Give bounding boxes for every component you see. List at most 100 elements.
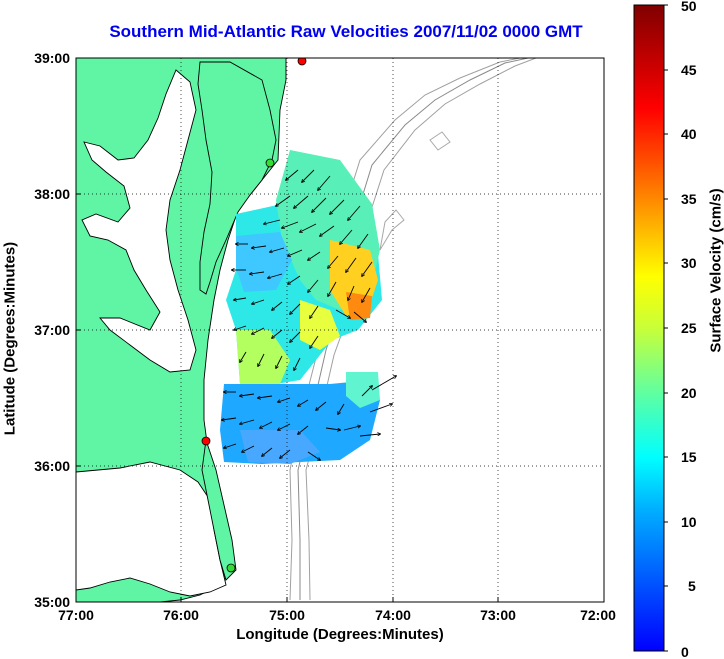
colorbar-tick-label: 5 [688, 578, 696, 594]
velocity-arrow [282, 221, 299, 228]
velocity-arrow [369, 404, 392, 413]
colorbar-ticks [664, 4, 668, 652]
velocity-arrow [224, 443, 237, 448]
velocity-arrow [310, 305, 319, 318]
velocity-arrow [264, 219, 281, 224]
colorbar-tick-label: 25 [681, 320, 697, 336]
velocity-arrow [276, 195, 291, 206]
velocity-arrow [240, 393, 255, 396]
station-marker [265, 158, 275, 168]
velocity-arrow [298, 425, 309, 434]
x-tick-label: 72:00 [580, 607, 616, 623]
station-marker [226, 563, 236, 573]
velocity-arrow [288, 249, 303, 256]
velocity-arrow [310, 335, 319, 348]
x-tick-label: 77:00 [58, 607, 94, 623]
velocity-arrow [308, 279, 319, 292]
velocity-arrow [325, 427, 340, 430]
velocity-arrow [286, 169, 299, 180]
bathymetry-contour [429, 131, 451, 151]
velocity-arrow [252, 299, 265, 304]
velocity-arrow [278, 397, 291, 402]
velocity-arrow [335, 309, 350, 318]
colorbar-tick-label: 35 [681, 191, 697, 207]
colorbar-tick-label: 30 [681, 255, 697, 271]
colorbar-tick-label: 40 [681, 126, 697, 142]
x-tick-label: 73:00 [480, 607, 516, 623]
chesapeake-bay [81, 69, 197, 373]
velocity-arrow [320, 225, 335, 236]
velocity-arrow [240, 419, 255, 424]
velocity-arrow [371, 376, 396, 391]
velocity-arrow [288, 275, 301, 284]
x-ticks [75, 597, 605, 602]
chart-title: Southern Mid-Atlantic Raw Velocities 200… [109, 22, 583, 41]
velocity-arrows [222, 169, 396, 460]
delmarva-peninsula [197, 61, 277, 295]
velocity-arrow [353, 311, 366, 322]
velocity-patch [346, 292, 372, 320]
velocity-arrow [308, 251, 321, 260]
velocity-arrow [330, 199, 345, 214]
x-tick-labels: 77:00 76:00 75:00 74:00 73:00 72:00 [58, 607, 616, 623]
colorbar-tick-label: 20 [681, 385, 697, 401]
x-axis-label: Longitude (Degrees:Minutes) [236, 626, 444, 643]
colorbar-tick-label: 50 [681, 0, 697, 14]
velocity-arrow [262, 447, 273, 456]
velocity-arrow [234, 297, 247, 300]
y-ticks [76, 57, 81, 603]
station-markers [201, 58, 307, 573]
colorbar-tick-label: 10 [681, 514, 697, 530]
velocity-arrow [252, 327, 265, 334]
velocity-patch [346, 372, 380, 408]
velocity-arrow [260, 421, 273, 428]
colorbar-label: Surface Velocity (cm/s) [707, 188, 724, 353]
bathymetry-contour [379, 209, 405, 251]
y-tick-label: 38:00 [34, 186, 70, 202]
velocity-arrow [358, 233, 369, 248]
velocity-arrow [270, 247, 285, 252]
colorbar-tick-label: 45 [681, 62, 697, 78]
velocity-arrow [222, 417, 237, 420]
velocity-patch [240, 430, 320, 464]
velocity-arrow [268, 273, 283, 278]
velocity-arrow [290, 331, 301, 342]
station-marker [297, 58, 307, 66]
velocity-arrow [318, 175, 331, 190]
grid-lines [76, 58, 604, 602]
y-tick-label: 36:00 [34, 458, 70, 474]
velocity-arrow [348, 285, 355, 300]
velocity-arrow [294, 357, 301, 370]
velocity-arrow [343, 426, 360, 431]
velocity-arrow [280, 449, 291, 458]
y-tick-label: 35:00 [34, 594, 70, 610]
velocity-arrow [276, 355, 283, 368]
y-tick-label: 37:00 [34, 322, 70, 338]
x-tick-label: 76:00 [163, 607, 199, 623]
velocity-arrow [272, 301, 283, 310]
velocity-arrow [361, 386, 372, 397]
outer-banks [201, 439, 237, 581]
colorbar [633, 4, 665, 652]
velocity-arrow [316, 401, 327, 410]
velocity-arrow [242, 445, 255, 452]
velocity-arrow [302, 169, 315, 182]
velocity-arrow [362, 287, 371, 302]
velocity-arrow [346, 257, 357, 272]
velocity-arrow [348, 205, 361, 220]
velocity-patch [236, 232, 292, 292]
velocity-arrow [240, 351, 247, 362]
velocity-arrow [300, 223, 317, 232]
velocity-arrow [258, 353, 265, 366]
x-tick-label: 74:00 [375, 607, 411, 623]
colorbar-tick-label: 15 [681, 449, 697, 465]
y-axis-label: Latitude (Degrees:Minutes) [1, 241, 19, 436]
velocity-arrow [272, 329, 283, 338]
velocity-arrow [290, 303, 301, 314]
velocity-arrow [328, 255, 339, 268]
x-tick-label: 75:00 [269, 607, 305, 623]
velocity-arrow [250, 271, 265, 274]
velocity-field [220, 150, 382, 464]
colorbar-tick-labels: 50 45 40 35 30 25 20 15 10 5 0 [681, 0, 697, 659]
